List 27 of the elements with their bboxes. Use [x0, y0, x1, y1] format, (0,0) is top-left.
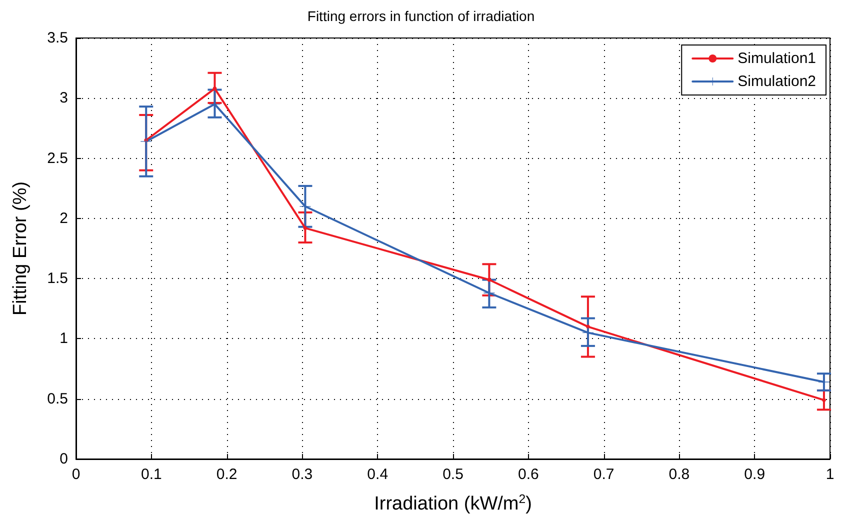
point: [487, 278, 492, 282]
legend-label: Simulation2: [738, 73, 816, 90]
x-tick-label: 0.4: [367, 466, 388, 483]
x-tick-label: 0.3: [292, 466, 313, 483]
y-tick-label: 3: [60, 90, 68, 107]
y-tick-label: 3.5: [47, 30, 68, 46]
y-tick-label: 0.5: [47, 390, 68, 408]
x-tick-label: 0.1: [140, 466, 162, 483]
y-tick-label: 1: [60, 330, 68, 348]
y-axis-title: Fitting Error (%): [10, 181, 31, 316]
point: [822, 398, 826, 402]
chart-title: Fitting errors in function of irradiation: [307, 8, 535, 24]
point: [212, 86, 217, 91]
x-tick-label: 0.9: [744, 466, 766, 483]
x-tick-label: 0.7: [593, 466, 614, 483]
y-tick-label: 0: [60, 450, 68, 468]
y-tick-label: 2: [60, 210, 68, 227]
point: [303, 226, 308, 230]
x-tick-label: 0: [72, 466, 80, 483]
legend-label: Simulation1: [738, 50, 816, 67]
y-tick-label: 2.5: [47, 150, 68, 167]
y-tick-label: 1.5: [47, 270, 68, 288]
x-tick-label: 0.8: [668, 466, 690, 483]
x-tick-label: 0.2: [216, 466, 238, 483]
x-tick-label: 0.6: [518, 466, 539, 483]
x-tick-label: 1: [826, 466, 834, 483]
x-tick-label: 0.5: [442, 466, 464, 483]
